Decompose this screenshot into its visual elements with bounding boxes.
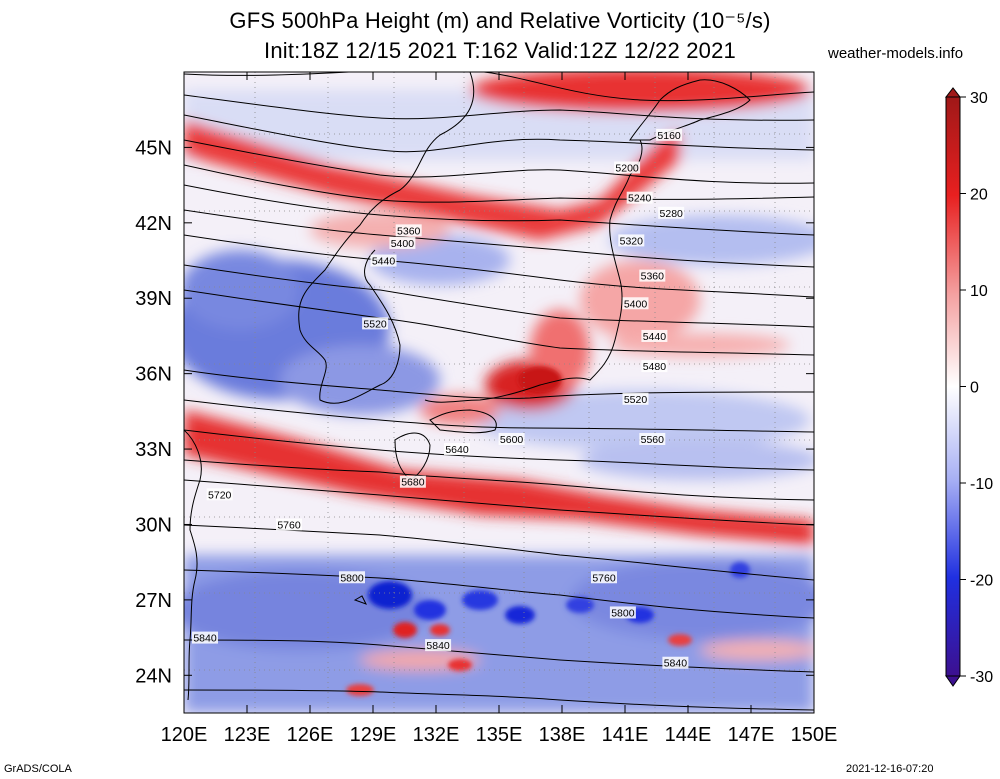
contour-label: 5760 <box>592 572 616 584</box>
contour-label: 5600 <box>500 434 524 446</box>
y-tick-label: 24N <box>135 665 172 687</box>
contour-label-bg <box>206 488 233 501</box>
contour-label: 5440 <box>643 331 667 343</box>
contour-label: 5240 <box>628 193 652 205</box>
x-tick-label: 150E <box>791 724 838 746</box>
contour-label: 5480 <box>643 361 667 373</box>
contour-label: 5560 <box>641 434 665 446</box>
footer-credit: GrADS/COLA <box>4 763 72 775</box>
contour-label: 5800 <box>340 572 364 584</box>
contour-label: 5360 <box>641 271 665 283</box>
colorbar-tick-label: 10 <box>970 283 988 300</box>
y-tick-label: 36N <box>135 364 172 386</box>
contour-label: 5640 <box>445 444 469 456</box>
contour-label-bg <box>622 297 649 310</box>
contour-label: 5200 <box>615 163 639 175</box>
site-credit: weather-models.info <box>828 45 964 62</box>
contour-label-bg <box>444 443 470 456</box>
contour-label: 5320 <box>620 235 644 247</box>
y-tick-label: 33N <box>135 439 172 461</box>
contour-label: 5720 <box>208 489 232 501</box>
y-tick-label: 39N <box>135 288 172 310</box>
footer-timestamp: 2021-12-16-07:20 <box>846 763 934 775</box>
contour-label: 5680 <box>401 477 425 489</box>
chart-title-line-2: Init:18Z 12/15 2021 T:162 Valid:12Z 12/2… <box>264 38 736 63</box>
colorbar-tick-label: 20 <box>970 187 988 204</box>
x-tick-label: 141E <box>602 724 649 746</box>
contour-label: 5840 <box>193 633 217 645</box>
x-tick-label: 129E <box>350 724 397 746</box>
contour-label-bg <box>658 206 685 219</box>
contour-label: 5400 <box>391 238 415 250</box>
contour-label-bg <box>609 606 636 619</box>
contour-label-bg <box>498 433 525 446</box>
chart-title-line-1: GFS 500hPa Height (m) and Relative Vorti… <box>229 8 771 33</box>
contour-label: 5760 <box>277 519 301 531</box>
x-tick-label: 126E <box>287 724 334 746</box>
contour-label: 5840 <box>664 658 688 670</box>
colorbar: 30 20 10 0 -10 -20 -30 <box>944 87 993 687</box>
contour-label-bg <box>399 475 426 488</box>
y-tick-label: 42N <box>135 213 172 235</box>
x-tick-label: 135E <box>476 724 523 746</box>
contour-label-bg <box>395 224 422 237</box>
x-tick-label: 123E <box>224 724 271 746</box>
contour-label: 5160 <box>657 130 681 142</box>
colorbar-tick-label: -30 <box>970 669 993 686</box>
contour-label-bg <box>614 161 641 174</box>
contour-label-bg <box>425 639 452 652</box>
contour-label-bg <box>618 234 645 247</box>
colorbar-bottom-arrow <box>945 675 961 687</box>
contour-label-bg <box>622 392 649 405</box>
x-tick-label: 138E <box>539 724 586 746</box>
contour-label: 5520 <box>624 394 648 406</box>
contour-label: 5520 <box>363 318 387 330</box>
contour-label-bg <box>626 191 653 204</box>
contour-label: 5400 <box>624 298 648 310</box>
contour-label-bg <box>339 571 365 584</box>
contour-label: 5840 <box>426 640 450 652</box>
contour-label-bg <box>656 128 683 141</box>
colorbar-tick-label: -20 <box>970 573 993 590</box>
contour-label-bg <box>389 236 416 249</box>
height-contours <box>184 72 814 711</box>
colorbar-gradient <box>945 96 961 677</box>
contour-label-bg <box>662 656 689 669</box>
y-tick-label: 27N <box>135 590 172 612</box>
contour-label: 5800 <box>611 607 635 619</box>
vorticity-field: 5160520052405280532053605400544054805520… <box>184 72 814 713</box>
contour-label-bg <box>276 518 302 531</box>
x-tick-label: 132E <box>413 724 460 746</box>
coastlines <box>184 72 751 701</box>
contour-labels: 5160520052405280532053605400544054805520… <box>192 128 689 670</box>
axis-ticks: 120E 123E 126E 129E 132E 135E 138E 141E 144E 147E… <box>135 72 837 746</box>
x-tick-label: 144E <box>665 724 712 746</box>
y-tick-label: 30N <box>135 514 172 536</box>
y-tick-label: 45N <box>135 137 172 159</box>
contour-label-bg <box>641 329 668 342</box>
contour-label-bg <box>639 433 666 446</box>
colorbar-tick-label: 30 <box>970 90 988 107</box>
colorbar-tick-label: -10 <box>970 476 993 493</box>
contour-label-bg <box>192 631 218 644</box>
colorbar-tick-label: 0 <box>970 380 979 397</box>
contour-label: 5360 <box>397 225 421 237</box>
contour-label: 5440 <box>372 256 396 268</box>
colorbar-top-arrow <box>944 87 962 98</box>
contour-label-bg <box>591 571 617 584</box>
x-tick-label: 147E <box>728 724 775 746</box>
x-tick-label: 120E <box>161 724 208 746</box>
contour-label-bg <box>639 269 666 282</box>
contour-label-bg <box>641 360 668 373</box>
contour-label-bg <box>370 254 397 267</box>
contour-label: 5280 <box>660 208 684 220</box>
contour-label-bg <box>362 317 389 330</box>
